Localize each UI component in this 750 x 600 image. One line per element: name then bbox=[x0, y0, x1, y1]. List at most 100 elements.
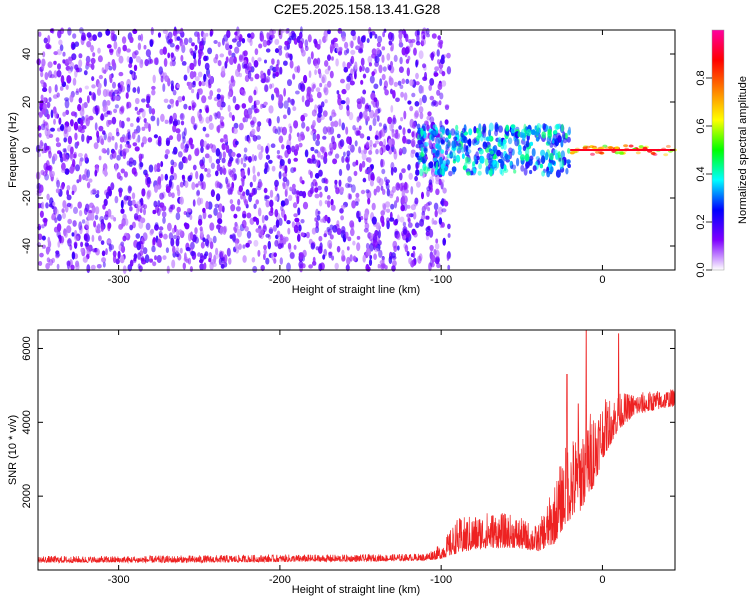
spectrogram-cell bbox=[422, 35, 426, 40]
spectrogram-cell bbox=[318, 235, 323, 242]
spectrogram-cell bbox=[437, 144, 442, 151]
spectrogram-cell bbox=[336, 245, 341, 253]
spectrogram-cell bbox=[170, 80, 174, 86]
spectrogram-cell bbox=[243, 50, 248, 57]
spectrogram-cell bbox=[127, 185, 132, 194]
spectrogram-cell bbox=[108, 110, 113, 116]
spectrogram-cell bbox=[65, 109, 70, 116]
spectrogram-cell bbox=[315, 208, 319, 218]
spectrogram-cell bbox=[77, 152, 83, 158]
spectrogram-cell bbox=[248, 156, 252, 163]
spectrogram-cell bbox=[393, 81, 398, 88]
spectrogram-cell bbox=[356, 210, 360, 219]
spectrogram-cell bbox=[406, 204, 411, 209]
spectrogram-cell bbox=[590, 152, 595, 156]
spectrogram-cell bbox=[510, 124, 516, 129]
spectrogram-cell bbox=[170, 237, 175, 247]
spectrogram-cell bbox=[86, 95, 90, 104]
spectrogram-cell bbox=[434, 66, 440, 72]
spectrogram-cell bbox=[184, 180, 189, 188]
spectrogram-cell bbox=[53, 51, 59, 56]
spectrogram-cell bbox=[300, 219, 305, 224]
spectrogram-cell bbox=[62, 59, 66, 64]
spectrogram-cell bbox=[191, 88, 195, 94]
spectrogram-cell bbox=[433, 72, 439, 77]
spectrogram-cell bbox=[47, 145, 52, 155]
spectrogram-cell bbox=[374, 55, 380, 64]
spectrogram-cell bbox=[192, 164, 197, 171]
snr-frame bbox=[37, 329, 676, 571]
spectrogram-cell bbox=[532, 165, 537, 172]
spectrogram-cell bbox=[205, 107, 209, 113]
spectrogram-cell bbox=[355, 130, 359, 137]
snr-series-line bbox=[38, 330, 675, 564]
spectrogram-cell bbox=[426, 124, 430, 132]
spectrogram-cell bbox=[200, 146, 204, 153]
snr-x-tick-label: 0 bbox=[599, 574, 605, 586]
spectrogram-cell bbox=[170, 204, 176, 210]
spectrogram-cell bbox=[258, 181, 263, 188]
spectrogram-cell bbox=[381, 168, 386, 175]
spectrogram-cell bbox=[341, 156, 345, 163]
spectrogram-cell bbox=[460, 132, 464, 138]
spectrogram-cell bbox=[398, 66, 404, 73]
spectrogram-cell bbox=[189, 62, 195, 71]
spectrogram-cell bbox=[66, 194, 72, 201]
spectrogram-cell bbox=[77, 201, 82, 209]
spectrogram-cell bbox=[279, 257, 283, 265]
spectrogram-cell bbox=[441, 208, 447, 213]
spectrogram-cell bbox=[293, 224, 299, 234]
spectrogram-cell bbox=[288, 32, 292, 37]
spectrogram-cell bbox=[273, 87, 279, 94]
spectrogram-cell bbox=[162, 255, 167, 260]
spectrogram-cell bbox=[287, 97, 291, 103]
spectrogram-cell bbox=[347, 183, 353, 188]
spectrogram-cell bbox=[79, 159, 83, 167]
spectrogram-cell bbox=[222, 165, 226, 174]
spectrogram-cell bbox=[269, 189, 274, 198]
spectrogram-cell bbox=[665, 144, 671, 148]
spectrogram-cell bbox=[346, 75, 351, 83]
spectrogram-cell bbox=[569, 151, 575, 155]
spectrogram-cell bbox=[368, 258, 373, 266]
spectrogram-cell bbox=[332, 225, 338, 233]
spectrogram-cell bbox=[134, 130, 138, 135]
spectrogram-cell bbox=[387, 116, 393, 125]
spectrogram-cell bbox=[523, 123, 527, 133]
spectrogram-cell bbox=[221, 157, 226, 164]
spectrogram-cell bbox=[278, 135, 284, 144]
spectrogram-cell bbox=[145, 222, 151, 231]
spectrogram-cell bbox=[375, 148, 379, 155]
spectrogram-cell bbox=[48, 133, 54, 138]
spectrogram-cell bbox=[260, 145, 264, 153]
spectrogram-cell bbox=[78, 221, 83, 231]
spectrogram-cell bbox=[199, 41, 203, 46]
spectrogram-cell bbox=[36, 182, 41, 190]
spectrogram-cell bbox=[358, 48, 364, 54]
spectrogram-cell bbox=[292, 202, 298, 209]
spectrogram-cell bbox=[504, 153, 509, 161]
spectrogram-cell bbox=[230, 185, 235, 192]
spectrogram-cell bbox=[198, 80, 202, 87]
spectrogram-cell bbox=[357, 35, 361, 45]
spectrogram-cell bbox=[344, 231, 349, 239]
spectrogram-cell bbox=[64, 231, 68, 238]
spectrogram-cell bbox=[272, 224, 277, 232]
spectrogram-cell bbox=[371, 216, 377, 225]
spectrogram-cell bbox=[280, 205, 284, 212]
spectrogram-cell bbox=[72, 159, 76, 168]
spectrogram-cell bbox=[321, 76, 325, 84]
spectrogram-cell bbox=[327, 65, 331, 71]
spectrogram-cell bbox=[122, 213, 127, 221]
spectrogram-cell bbox=[378, 141, 384, 147]
spectrogram-cell bbox=[146, 93, 151, 100]
spectrogram-cell bbox=[71, 184, 77, 193]
spectrogram-cell bbox=[267, 68, 271, 76]
spectrogram-cell bbox=[264, 162, 269, 169]
spectrogram-cell bbox=[307, 34, 312, 43]
spectrogram-cell bbox=[540, 155, 546, 165]
spectrogram-cell bbox=[275, 219, 280, 228]
spectrogram-x-tick-label: 0 bbox=[599, 274, 605, 286]
spectrogram-cell bbox=[105, 28, 111, 36]
